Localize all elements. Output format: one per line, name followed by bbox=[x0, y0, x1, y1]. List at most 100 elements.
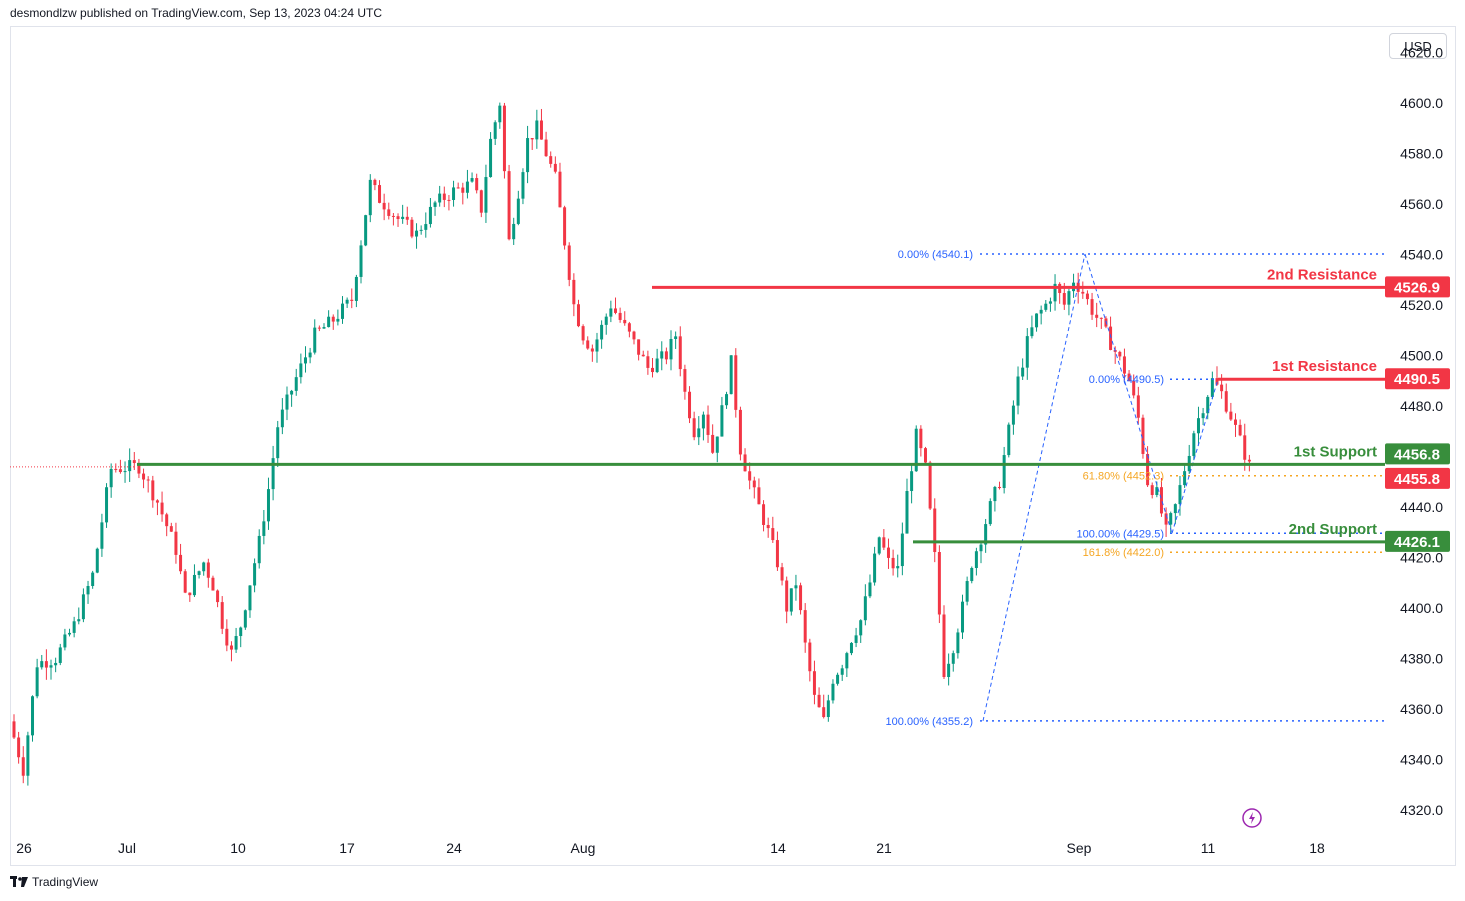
candle-body bbox=[313, 327, 317, 353]
candle-body bbox=[877, 537, 881, 554]
candle-body bbox=[965, 581, 969, 602]
candle-body bbox=[526, 138, 530, 173]
candle-body bbox=[729, 355, 733, 395]
candle-body bbox=[128, 460, 132, 472]
candle-body bbox=[271, 458, 275, 490]
footer-brand[interactable]: TradingView bbox=[10, 875, 98, 889]
candle-body bbox=[40, 661, 44, 668]
candle-body bbox=[206, 562, 210, 578]
candle-body bbox=[692, 418, 696, 438]
candle-body bbox=[456, 187, 460, 189]
candle-body bbox=[419, 229, 423, 231]
candle-body bbox=[979, 544, 983, 552]
candle-body bbox=[1229, 411, 1233, 420]
candle-body bbox=[257, 535, 261, 564]
candle-body bbox=[91, 572, 95, 586]
chart-frame bbox=[10, 26, 1456, 866]
candle-body bbox=[484, 177, 488, 213]
candle-body bbox=[586, 340, 590, 349]
candle-body bbox=[169, 526, 173, 532]
candle-body bbox=[891, 557, 895, 569]
candle-body bbox=[359, 245, 363, 277]
candle-body bbox=[970, 568, 974, 582]
candle-body bbox=[947, 663, 951, 678]
candle-body bbox=[507, 171, 511, 240]
candle-body bbox=[581, 326, 585, 341]
candle-body bbox=[72, 621, 76, 633]
candle-body bbox=[1159, 487, 1163, 514]
y-tick-label: 4620.0 bbox=[1400, 44, 1443, 60]
candle-body bbox=[95, 548, 99, 573]
candle-body bbox=[151, 480, 155, 501]
candle-body bbox=[993, 486, 997, 502]
candle-body bbox=[1196, 418, 1200, 434]
y-tick-label: 4340.0 bbox=[1400, 751, 1443, 767]
candle-body bbox=[674, 336, 678, 339]
candle-body bbox=[627, 323, 631, 332]
candle-body bbox=[725, 394, 729, 406]
candle-body bbox=[498, 105, 502, 123]
candle-body bbox=[493, 122, 497, 139]
candle-body bbox=[86, 585, 90, 595]
candle-body bbox=[535, 120, 539, 140]
candle-body bbox=[299, 363, 303, 378]
candle-body bbox=[290, 390, 294, 395]
candle-body bbox=[558, 171, 562, 208]
candle-body bbox=[849, 642, 853, 654]
candle-body bbox=[387, 209, 391, 216]
candle-body bbox=[734, 355, 738, 410]
candle-body bbox=[447, 199, 451, 201]
footer-brand-label: TradingView bbox=[32, 875, 99, 889]
lightning-glyph bbox=[1249, 812, 1255, 824]
y-tick-label: 4420.0 bbox=[1400, 549, 1443, 565]
candle-body bbox=[942, 614, 946, 678]
candle-body bbox=[553, 163, 557, 172]
candle-body bbox=[410, 219, 414, 237]
candle-body bbox=[678, 336, 682, 370]
candle-body bbox=[1127, 373, 1131, 381]
level-label: 2nd Resistance bbox=[1267, 266, 1377, 283]
candle-body bbox=[910, 471, 914, 492]
candle-body bbox=[382, 202, 386, 210]
candle-body bbox=[327, 316, 331, 328]
candle-body bbox=[1067, 291, 1071, 305]
candle-body bbox=[368, 179, 372, 216]
candle-body bbox=[81, 594, 85, 620]
candle-body bbox=[998, 486, 1002, 489]
price-badge bbox=[1385, 368, 1450, 390]
candle-body bbox=[928, 462, 932, 509]
candle-body bbox=[1039, 309, 1043, 314]
x-tick-label: Aug bbox=[571, 840, 596, 856]
fib-trend-line bbox=[1084, 253, 1173, 534]
candle-body bbox=[294, 377, 298, 391]
candle-body bbox=[239, 627, 243, 637]
candle-body bbox=[35, 667, 39, 697]
candle-body bbox=[1016, 376, 1020, 406]
candle-body bbox=[183, 571, 187, 593]
price-badge bbox=[1385, 467, 1450, 489]
level-label: 1st Support bbox=[1294, 443, 1377, 460]
price-badge bbox=[1385, 443, 1450, 465]
candle-body bbox=[391, 215, 395, 217]
candle-body bbox=[1243, 435, 1247, 460]
candle-body bbox=[1146, 453, 1150, 486]
candle-body bbox=[623, 319, 627, 324]
candle-body bbox=[715, 436, 719, 453]
candle-body bbox=[1048, 301, 1052, 304]
candle-body bbox=[21, 757, 25, 776]
candle-body bbox=[49, 665, 53, 668]
candle-body bbox=[780, 567, 784, 581]
candle-body bbox=[896, 566, 900, 569]
x-tick-label: 14 bbox=[770, 840, 786, 856]
candle-body bbox=[1081, 291, 1085, 294]
candle-body bbox=[905, 491, 909, 534]
candle-body bbox=[882, 537, 886, 548]
x-tick-label: 10 bbox=[230, 840, 246, 856]
candle-body bbox=[350, 299, 354, 301]
currency-selector[interactable]: USD bbox=[1389, 33, 1447, 59]
candle-body bbox=[142, 473, 146, 480]
candle-body bbox=[415, 230, 419, 237]
candle-body bbox=[216, 590, 220, 603]
candle-body bbox=[465, 181, 469, 193]
